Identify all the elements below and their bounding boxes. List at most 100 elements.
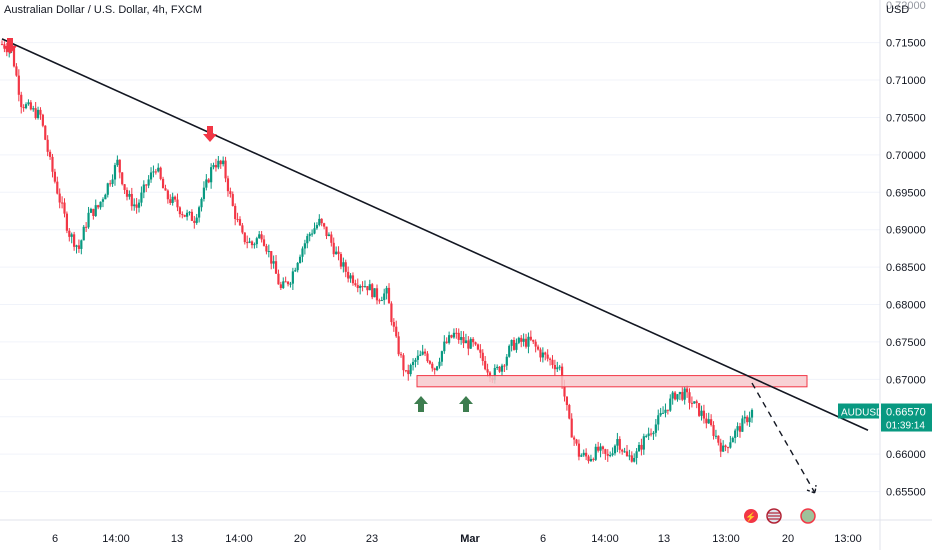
lightning-event-icon-glyph: ⚡ <box>745 511 756 523</box>
candle-body <box>611 453 614 456</box>
candle-body <box>649 433 653 435</box>
candle-body <box>101 199 105 202</box>
candle-body <box>604 449 607 454</box>
candle-body <box>433 368 436 371</box>
candle-body <box>645 435 648 437</box>
candle-body <box>255 238 258 245</box>
candle-body <box>498 366 501 372</box>
candle-body <box>231 194 234 206</box>
candle-body <box>705 418 708 424</box>
time-tick-label: 14:00 <box>225 533 253 545</box>
candle-body <box>486 369 489 373</box>
candle-body <box>563 386 566 397</box>
candle-body <box>500 365 504 372</box>
candle-body <box>265 245 268 252</box>
candle-body <box>171 196 174 203</box>
candle-body <box>416 355 419 360</box>
candle-body <box>36 109 40 119</box>
candle-body <box>342 262 345 267</box>
candle-body <box>664 409 667 413</box>
candle-body <box>70 234 73 237</box>
time-tick-label: Mar <box>460 533 480 545</box>
candle-body <box>385 287 388 294</box>
candle-body <box>366 286 369 291</box>
candle-body <box>445 341 448 343</box>
candle-body <box>508 345 511 357</box>
candle-body <box>128 193 131 197</box>
candle-body <box>460 337 463 340</box>
candle-body <box>166 190 169 200</box>
candle-body <box>109 183 112 185</box>
candle-body <box>411 361 415 365</box>
candle-body <box>414 359 417 362</box>
candle-body <box>178 207 181 215</box>
symbol-label: AUDUSD <box>841 408 883 419</box>
candle-body <box>207 179 210 183</box>
candle-body <box>332 242 335 255</box>
candle-body <box>51 156 54 172</box>
candle-body <box>111 179 114 184</box>
candle-body <box>60 202 64 204</box>
candle-body <box>729 442 732 448</box>
candle-body <box>616 439 619 446</box>
candle-body <box>647 433 650 436</box>
candle-body <box>568 405 571 419</box>
candles <box>0 40 754 465</box>
candle-body <box>258 234 261 239</box>
candle-body <box>325 226 328 237</box>
candle-body <box>455 332 458 334</box>
price-tick-label-top: 0.72000 <box>886 0 926 12</box>
candle-body <box>335 251 338 255</box>
candle-body <box>426 353 429 362</box>
candle-body <box>349 275 352 279</box>
candle-body <box>712 425 715 436</box>
candle-body <box>97 205 100 208</box>
candle-body <box>467 340 470 349</box>
candle-body <box>594 446 597 460</box>
candle-body <box>565 396 569 406</box>
candle-body <box>282 281 285 288</box>
candle-body <box>661 412 665 414</box>
candle-body <box>671 392 674 399</box>
candle-body <box>722 445 725 452</box>
candle-body <box>390 303 393 323</box>
candle-body <box>421 351 424 355</box>
candle-body <box>585 452 588 457</box>
candle-body <box>544 352 547 355</box>
candle-body <box>397 336 400 355</box>
candle-body <box>173 196 177 200</box>
candle-body <box>121 172 124 185</box>
candle-body <box>407 370 410 375</box>
price-tick-label: 0.67000 <box>886 374 926 386</box>
candle-body <box>94 205 97 216</box>
candle-body <box>339 254 343 267</box>
candle-body <box>241 225 244 233</box>
candle-body <box>337 251 340 255</box>
candle-body <box>29 102 32 110</box>
candle-body <box>592 458 595 460</box>
candle-body <box>577 443 581 457</box>
candle-body <box>27 102 30 105</box>
candle-body <box>479 349 482 353</box>
candle-body <box>719 442 722 452</box>
candle-body <box>188 211 191 213</box>
price-tick-label: 0.68000 <box>886 300 926 312</box>
candle-body <box>368 284 371 291</box>
candle-body <box>123 184 126 190</box>
candle-body <box>383 293 386 301</box>
candle-body <box>154 171 157 173</box>
candle-body <box>253 244 256 246</box>
candle-body <box>99 201 102 208</box>
candle-body <box>164 188 167 191</box>
candle-body <box>589 458 593 462</box>
time-tick-label: 14:00 <box>102 533 130 545</box>
candle-body <box>380 300 383 302</box>
candle-body <box>635 451 638 458</box>
candle-body <box>659 413 662 416</box>
candle-body <box>457 332 460 340</box>
candle-body <box>618 439 621 450</box>
candle-body <box>212 165 215 168</box>
candle-body <box>710 419 713 426</box>
